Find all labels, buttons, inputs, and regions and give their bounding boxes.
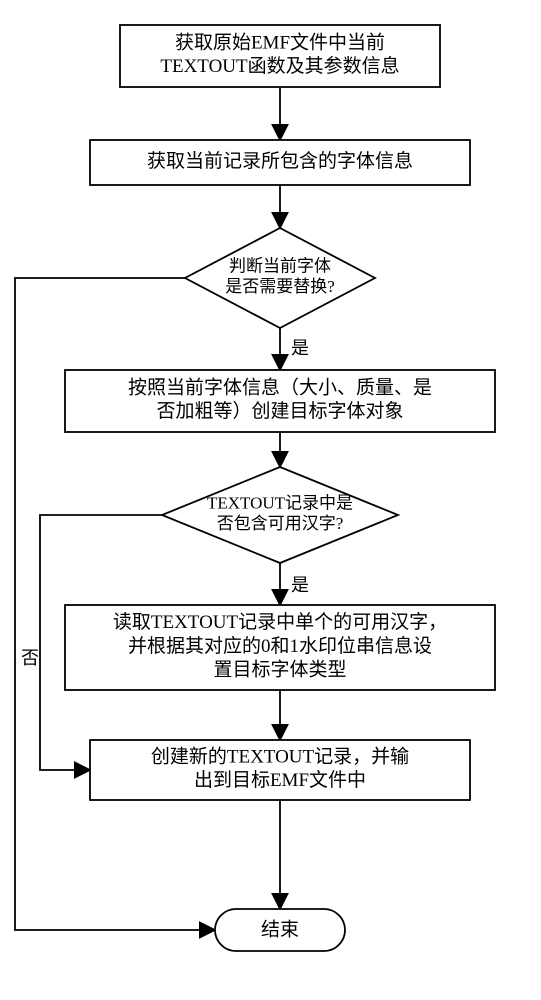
- node-d2: TEXTOUT记录中是否包含可用汉字?: [162, 467, 398, 563]
- node-text: 否加粗等）创建目标字体对象: [156, 400, 403, 422]
- node-text: 读取TEXTOUT记录中单个的可用汉字，: [113, 611, 447, 633]
- node-text: 获取原始EMF文件中当前: [175, 31, 385, 53]
- edge-label: 是: [291, 575, 309, 595]
- edge-label: 否: [21, 648, 39, 668]
- node-text: 创建新的TEXTOUT记录，并输: [151, 745, 409, 767]
- node-n3: 按照当前字体信息（大小、质量、是否加粗等）创建目标字体对象: [65, 370, 495, 432]
- node-n2: 获取当前记录所包含的字体信息: [90, 140, 470, 185]
- end-label: 结束: [261, 918, 299, 940]
- node-n1: 获取原始EMF文件中当前TEXTOUT函数及其参数信息: [120, 25, 440, 87]
- node-text: 置目标字体类型: [213, 659, 346, 681]
- node-text: 否包含可用汉字?: [217, 514, 344, 533]
- node-n5: 创建新的TEXTOUT记录，并输出到目标EMF文件中: [90, 740, 470, 800]
- node-text: 出到目标EMF文件中: [194, 769, 366, 791]
- node-text: 判断当前字体: [229, 257, 331, 276]
- node-text: 按照当前字体信息（大小、质量、是: [128, 376, 432, 398]
- node-text: 并根据其对应的0和1水印位串信息设: [128, 635, 432, 657]
- node-text: 是否需要替换?: [225, 277, 335, 296]
- node-n4: 读取TEXTOUT记录中单个的可用汉字，并根据其对应的0和1水印位串信息设置目标…: [65, 605, 495, 690]
- node-text: TEXTOUT函数及其参数信息: [160, 55, 399, 77]
- node-d1: 判断当前字体是否需要替换?: [185, 228, 375, 328]
- edge-label: 是: [291, 338, 309, 358]
- node-text: TEXTOUT记录中是: [207, 494, 353, 513]
- node-end: 结束: [215, 909, 345, 951]
- node-text: 获取当前记录所包含的字体信息: [147, 150, 413, 172]
